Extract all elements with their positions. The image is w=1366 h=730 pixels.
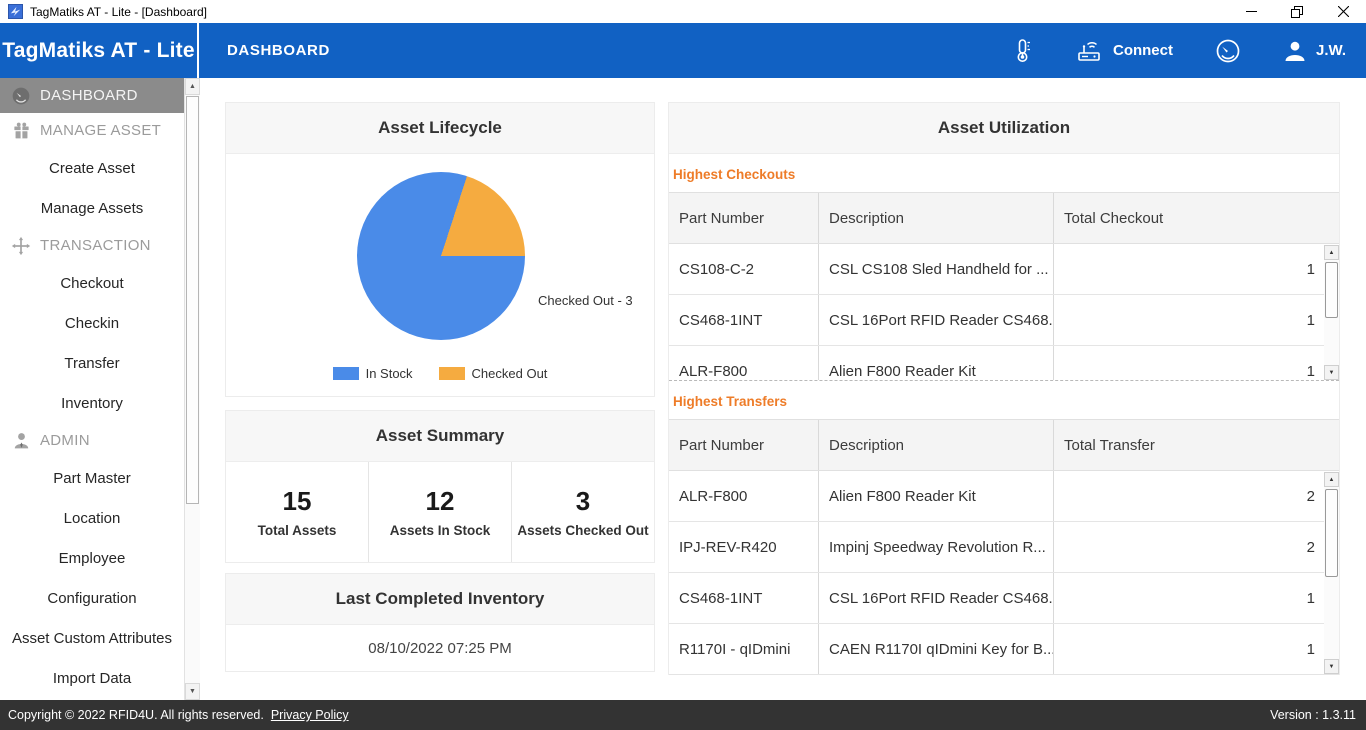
last-inventory-panel: Last Completed Inventory 08/10/2022 07:2…	[225, 573, 655, 672]
panel-title: Last Completed Inventory	[335, 589, 545, 608]
pie-label-checked-out: Checked Out - 3	[538, 293, 633, 308]
scroll-up-icon[interactable]: ▲	[185, 78, 200, 95]
scroll-down-icon[interactable]: ▼	[185, 683, 200, 700]
main-content: Asset Lifecycle Checked Out - 3 In Stock…	[200, 78, 1366, 700]
pie-legend: In Stock Checked Out	[226, 366, 654, 381]
privacy-policy-link[interactable]: Privacy Policy	[270, 708, 349, 722]
scroll-up-icon[interactable]: ▲	[1324, 245, 1339, 260]
connect-label: Connect	[1112, 42, 1173, 59]
last-inventory-header: Last Completed Inventory	[226, 574, 654, 625]
table-row[interactable]: ALR-F800 Alien F800 Reader Kit 1	[669, 346, 1339, 380]
sidebar-nav: DASHBOARD MANAGE ASSET Create Asset Mana…	[0, 78, 200, 700]
legend-item-in-stock: In Stock	[332, 366, 413, 381]
last-inventory-timestamp: 08/10/2022 07:25 PM	[368, 639, 512, 657]
legend-item-checked-out: Checked Out	[438, 366, 547, 381]
gauge-icon	[11, 86, 31, 106]
sidebar-item-create-asset[interactable]: Create Asset	[49, 159, 135, 177]
gauge-icon	[1216, 39, 1240, 62]
scroll-down-icon[interactable]: ▼	[1324, 659, 1339, 674]
table-row[interactable]: IPJ-REV-R420 Impinj Speedway Revolution …	[669, 522, 1339, 573]
user-icon	[1285, 41, 1305, 61]
user-initials: J.W.	[1315, 42, 1346, 59]
table-row[interactable]: CS108-C-2 CSL CS108 Sled Handheld for ..…	[669, 244, 1339, 295]
restore-button[interactable]	[1274, 0, 1320, 23]
sidebar-item-label: MANAGE ASSET	[40, 122, 162, 139]
sidebar-item-manage-assets[interactable]: Manage Assets	[40, 199, 144, 217]
reader-connect-icon	[1078, 41, 1100, 61]
user-menu[interactable]: J.W.	[1283, 39, 1346, 63]
panel-title: Asset Lifecycle	[378, 118, 502, 137]
sidebar-item-configuration[interactable]: Configuration	[47, 589, 137, 607]
sidebar-item-label: ADMIN	[40, 432, 90, 449]
connect-button[interactable]: Connect	[1076, 38, 1173, 64]
person-icon	[11, 431, 31, 451]
asset-summary-header: Asset Summary	[226, 411, 654, 462]
sidebar-item-transaction[interactable]: TRANSACTION	[0, 228, 184, 263]
highest-checkouts-table: Part Number Description Total Checkout C…	[669, 192, 1339, 381]
sidebar-item-asset-custom-attributes[interactable]: Asset Custom Attributes	[11, 629, 173, 647]
legend-swatch-checked-out	[438, 367, 465, 380]
gift-icon	[11, 121, 31, 141]
asset-lifecycle-pie[interactable]	[357, 172, 525, 340]
sidebar-item-part-master[interactable]: Part Master	[53, 469, 131, 487]
highest-checkouts-label: Highest Checkouts	[673, 167, 796, 182]
transfers-table-scrollbar[interactable]: ▲ ▼	[1324, 472, 1339, 674]
status-bar: Copyright © 2022 RFID4U. All rights rese…	[0, 700, 1366, 730]
table-header-row: Part Number Description Total Checkout	[669, 192, 1339, 244]
checkouts-table-scrollbar[interactable]: ▲ ▼	[1324, 245, 1339, 380]
version-text: Version : 1.3.11	[1270, 708, 1356, 722]
table-row[interactable]: CS468-1INT CSL 16Port RFID Reader CS468.…	[669, 573, 1339, 624]
scroll-up-icon[interactable]: ▲	[1324, 472, 1339, 487]
page-title: DASHBOARD	[227, 42, 330, 59]
asset-summary-panel: Asset Summary 15 Total Assets 12 Assets …	[225, 410, 655, 563]
sidebar-item-checkin[interactable]: Checkin	[64, 314, 120, 332]
sidebar-item-inventory[interactable]: Inventory	[61, 394, 123, 412]
highest-transfers-table: Part Number Description Total Transfer A…	[669, 419, 1339, 675]
scrollbar-thumb[interactable]	[1325, 489, 1338, 577]
window-title: TagMatiks AT - Lite - [Dashboard]	[30, 4, 207, 19]
table-row[interactable]: CS468-1INT CSL 16Port RFID Reader CS468.…	[669, 295, 1339, 346]
copyright-text: Copyright © 2022 RFID4U. All rights rese…	[8, 708, 264, 722]
sidebar-item-import-data[interactable]: Import Data	[52, 669, 132, 687]
minimize-button[interactable]	[1228, 0, 1274, 23]
asset-lifecycle-panel: Asset Lifecycle Checked Out - 3 In Stock…	[225, 102, 655, 424]
sidebar-item-checkout[interactable]: Checkout	[60, 274, 124, 292]
stat-assets-checked-out: 3 Assets Checked Out	[517, 486, 649, 538]
sidebar-scrollbar-thumb[interactable]	[186, 96, 199, 504]
sidebar-scrollbar[interactable]: ▲ ▼	[184, 78, 200, 700]
scroll-down-icon[interactable]: ▼	[1324, 365, 1339, 380]
scrollbar-thumb[interactable]	[1325, 262, 1338, 318]
panel-title: Asset Utilization	[937, 118, 1071, 137]
table-row[interactable]: ALR-F800 Alien F800 Reader Kit 2	[669, 471, 1339, 522]
stat-total-assets: 15 Total Assets	[226, 462, 369, 562]
table-header-row: Part Number Description Total Transfer	[669, 419, 1339, 471]
sidebar-item-label: DASHBOARD	[40, 87, 138, 104]
legend-swatch-in-stock	[332, 367, 359, 380]
logo-box: TagMatiks AT - Lite	[0, 23, 199, 78]
sidebar-item-label: TRANSACTION	[40, 237, 151, 254]
panel-title: Asset Summary	[375, 426, 505, 445]
move-icon	[11, 236, 31, 256]
app-icon	[8, 4, 23, 19]
thermometer-button[interactable]	[1012, 38, 1034, 64]
table-row[interactable]: R1170I - qIDmini CAEN R1170I qIDmini Key…	[669, 624, 1339, 674]
asset-utilization-panel: Asset Utilization Highest Checkouts Part…	[668, 102, 1340, 675]
stat-assets-in-stock: 12 Assets In Stock	[369, 462, 512, 562]
sidebar-item-admin[interactable]: ADMIN	[0, 423, 184, 458]
app-logo-text: TagMatiks AT - Lite	[2, 38, 195, 62]
sidebar-item-dashboard[interactable]: DASHBOARD	[0, 78, 184, 113]
highest-transfers-label: Highest Transfers	[673, 394, 788, 409]
close-button[interactable]	[1320, 0, 1366, 23]
window-title-bar: TagMatiks AT - Lite - [Dashboard]	[0, 0, 1366, 23]
sidebar-item-transfer[interactable]: Transfer	[64, 354, 120, 372]
thermometer-icon	[1017, 38, 1030, 62]
asset-lifecycle-header: Asset Lifecycle	[226, 103, 654, 154]
sidebar-item-employee[interactable]: Employee	[58, 549, 126, 567]
sidebar-item-location[interactable]: Location	[63, 509, 121, 527]
app-header: TagMatiks AT - Lite DASHBOARD Connect J.…	[0, 23, 1366, 78]
dashboard-gauge-button[interactable]	[1215, 38, 1241, 64]
asset-utilization-header: Asset Utilization	[669, 103, 1339, 154]
sidebar-item-manage-asset[interactable]: MANAGE ASSET	[0, 113, 184, 148]
